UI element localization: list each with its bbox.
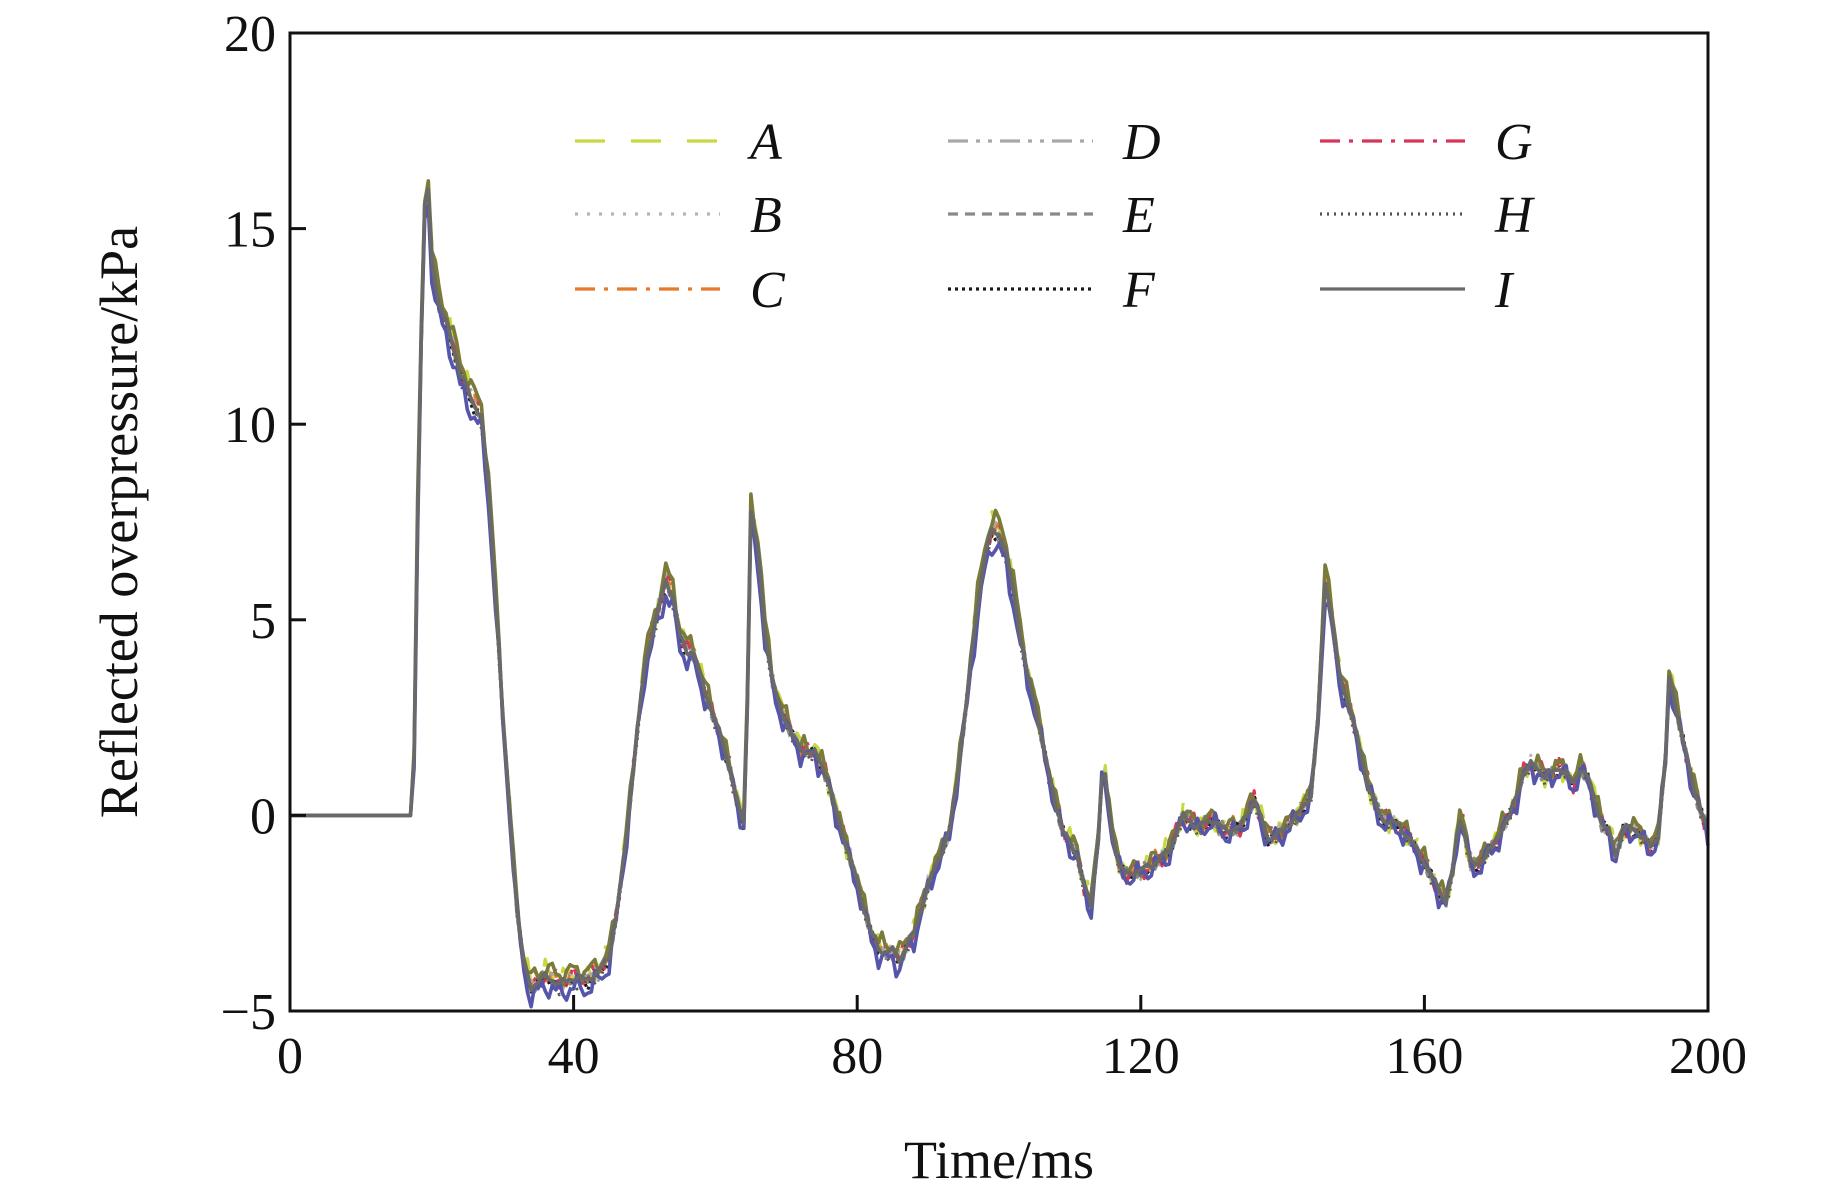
- y-axis-title: Reflected overpressure/kPa: [89, 226, 149, 818]
- legend: ABC DEF GHI: [575, 114, 1535, 319]
- y-tick-label: 15: [224, 202, 276, 259]
- legend-label-h: H: [1494, 187, 1535, 244]
- y-tick-label: 5: [250, 593, 276, 650]
- legend-label-b: B: [750, 187, 782, 244]
- legend-label-e: E: [1122, 187, 1155, 244]
- y-tick-label: 10: [224, 397, 276, 454]
- y-tick-label: 20: [224, 6, 276, 63]
- x-tick-label: 120: [1102, 1028, 1180, 1085]
- x-tick-label: 160: [1385, 1028, 1463, 1085]
- y-tick-label: −5: [221, 984, 276, 1041]
- legend-label-i: I: [1494, 262, 1515, 319]
- series-line-i: [290, 187, 1710, 993]
- x-axis-title: Time/ms: [904, 1130, 1094, 1190]
- x-tick-label: 40: [548, 1028, 600, 1085]
- series-layer: [290, 179, 1710, 1009]
- plot-frame: [288, 31, 1710, 1013]
- x-tick-label: 0: [277, 1028, 303, 1085]
- legend-label-f: F: [1122, 262, 1156, 319]
- legend-label-a: A: [747, 114, 782, 171]
- series-line-extra-9: [290, 203, 1710, 1009]
- y-tick-label: 0: [250, 788, 276, 845]
- x-tick-label: 200: [1669, 1028, 1747, 1085]
- legend-label-c: C: [750, 262, 786, 319]
- legend-label-d: D: [1122, 114, 1161, 171]
- legend-label-g: G: [1495, 114, 1533, 171]
- x-tick-label: 80: [831, 1028, 883, 1085]
